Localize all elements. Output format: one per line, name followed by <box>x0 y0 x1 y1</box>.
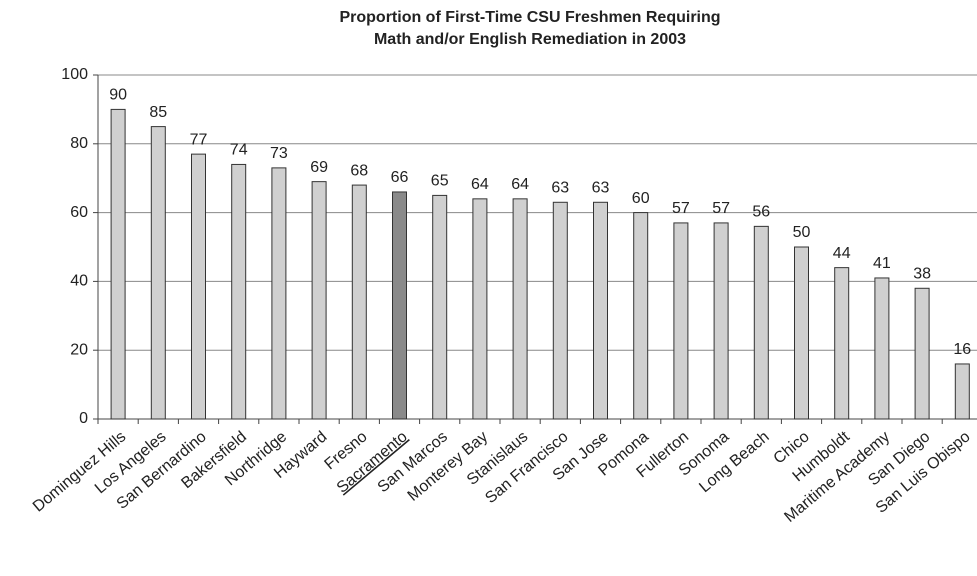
y-tick-label: 60 <box>70 204 88 221</box>
y-tick-label: 100 <box>61 66 88 83</box>
y-tick-label: 80 <box>70 135 88 152</box>
bar <box>713 222 729 420</box>
value-label: 50 <box>793 224 811 241</box>
value-label: 41 <box>873 255 891 272</box>
bar <box>753 225 769 420</box>
bar <box>512 198 528 420</box>
value-label: 69 <box>310 159 328 176</box>
value-label: 56 <box>752 204 770 221</box>
bar <box>673 222 689 420</box>
value-label: 44 <box>833 245 851 262</box>
y-tick-label: 0 <box>79 410 88 427</box>
bar <box>432 194 448 420</box>
value-label: 90 <box>109 87 127 104</box>
bar <box>633 212 649 420</box>
chart-title: Proportion of First-Time CSU Freshmen Re… <box>339 9 720 26</box>
bar <box>954 363 970 420</box>
value-label: 57 <box>672 200 690 217</box>
value-label: 57 <box>712 200 730 217</box>
value-label: 85 <box>149 104 167 121</box>
bar <box>150 126 166 420</box>
bar <box>351 184 367 420</box>
value-label: 65 <box>431 173 449 190</box>
value-label: 64 <box>511 176 529 193</box>
value-label: 63 <box>551 179 569 196</box>
value-label: 64 <box>471 176 489 193</box>
bar <box>110 108 126 420</box>
x-tick-label: Long Beach <box>696 428 772 496</box>
bar <box>472 198 488 420</box>
value-label: 66 <box>391 169 409 186</box>
chart-title: Math and/or English Remediation in 2003 <box>374 31 686 48</box>
value-label: 60 <box>632 190 650 207</box>
value-label: 77 <box>190 131 208 148</box>
bar <box>392 191 407 420</box>
bar <box>593 201 608 420</box>
y-tick-label: 40 <box>70 273 88 290</box>
value-label: 16 <box>953 341 971 358</box>
bar <box>191 153 206 420</box>
value-label: 73 <box>270 145 288 162</box>
bar <box>834 267 850 420</box>
value-label: 74 <box>230 142 248 159</box>
value-label: 38 <box>913 265 931 282</box>
y-tick-label: 20 <box>70 341 88 358</box>
bar <box>311 181 327 420</box>
bar <box>914 287 930 420</box>
value-label: 63 <box>592 179 610 196</box>
bar <box>552 201 568 420</box>
bar <box>231 163 247 420</box>
value-label: 68 <box>350 162 368 179</box>
bar <box>271 167 287 420</box>
bar <box>794 246 809 420</box>
bar <box>874 277 890 420</box>
